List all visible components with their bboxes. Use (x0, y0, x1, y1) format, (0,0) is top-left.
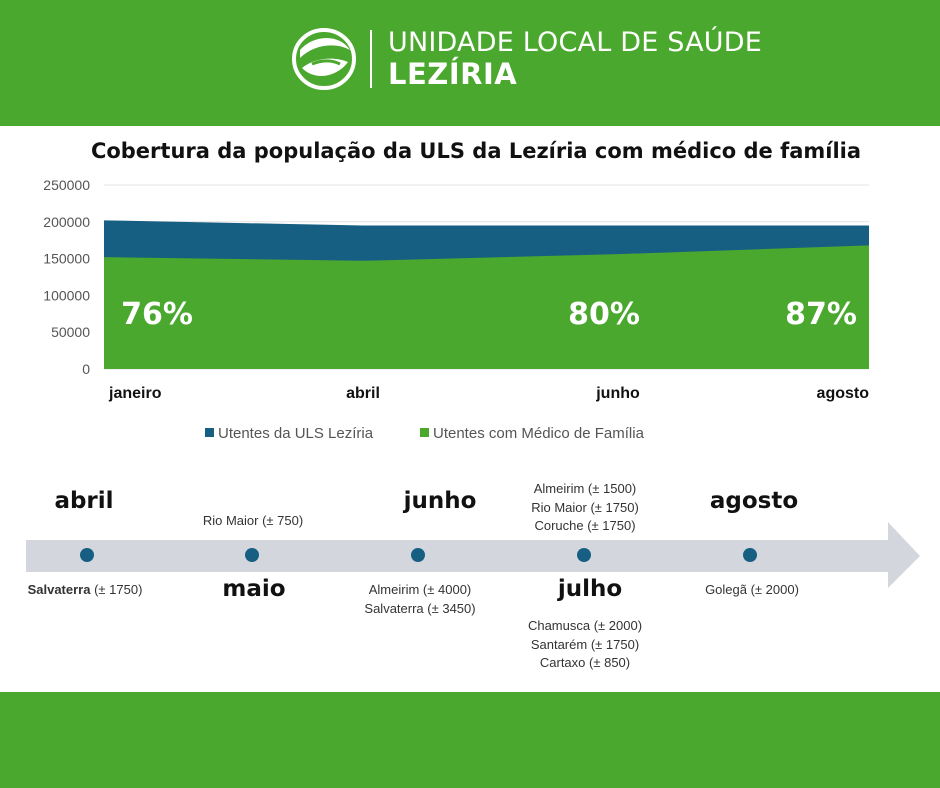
coverage-area-chart: 250000 200000 150000 100000 50000 0 janeiro abr… (43, 177, 870, 402)
legend-swatch-total (205, 428, 214, 437)
timeline-dot (80, 548, 94, 562)
timeline-place: Coruche (534, 518, 584, 533)
legend-item-covered: Utentes com Médico de Família (420, 425, 644, 442)
timeline-arrow (26, 522, 920, 588)
legend-item-total: Utentes da ULS Lezíria (205, 425, 373, 442)
legend-label-covered: Utentes com Médico de Família (433, 425, 644, 442)
timeline-place: Almeirim (533, 481, 585, 496)
timeline-dot (245, 548, 259, 562)
y-tick-label: 250000 (43, 177, 90, 193)
timeline-amount: (± 3450) (423, 600, 476, 616)
y-tick-label: 200000 (43, 214, 90, 230)
timeline-dot (577, 548, 591, 562)
timeline-note: Almeirim (± 4000) Salvaterra (± 3450) (364, 581, 475, 618)
timeline-place: Salvaterra (364, 600, 424, 616)
y-tick-label: 100000 (43, 287, 90, 303)
timeline-amount: (± 750) (258, 513, 304, 528)
chart-title: Cobertura da população da ULS da Lezíria… (90, 139, 862, 163)
y-tick-label: 150000 (43, 251, 90, 267)
coverage-percent-label: 80% (568, 297, 640, 332)
timeline-note-line: Rio Maior (± 1750) (531, 499, 639, 518)
timeline-month-abril: abril (54, 488, 114, 514)
timeline-bar (26, 540, 888, 572)
timeline-note-line: Chamusca (± 2000) (528, 617, 642, 636)
timeline-place: Cartaxo (539, 655, 586, 670)
timeline-place: Rio Maior (202, 513, 259, 528)
timeline-amount: (± 1750) (587, 636, 640, 652)
legend-swatch-covered (420, 428, 429, 437)
timeline-place: Salvaterra (27, 582, 91, 597)
timeline-month-agosto: agosto (709, 488, 799, 514)
timeline-month-junho: junho (403, 488, 477, 514)
timeline-note-line: Coruche (± 1750) (531, 517, 639, 536)
timeline-place: Almeirim (368, 582, 420, 597)
timeline-dot (743, 548, 757, 562)
coverage-percent-label: 87% (785, 297, 857, 332)
timeline-amount: (± 1500) (584, 481, 637, 496)
timeline-note-line: Santarém (± 1750) (528, 636, 642, 655)
timeline-amount: (± 1750) (90, 582, 143, 597)
timeline-note: Golegã (± 2000) (705, 581, 799, 600)
timeline-note: Rio Maior (± 750) (203, 512, 303, 531)
coverage-percent-label: 76% (121, 297, 193, 332)
series-area-covered (104, 245, 869, 369)
timeline-place: Chamusca (527, 618, 591, 633)
timeline-note-line: Salvaterra (± 3450) (364, 600, 475, 619)
timeline-note-line: Almeirim (± 1500) (531, 480, 639, 499)
timeline-note-line: Salvaterra (± 1750) (28, 581, 143, 600)
timeline-note: Chamusca (± 2000) Santarém (± 1750) Cartax… (528, 617, 642, 673)
timeline-note-line: Rio Maior (± 750) (203, 512, 303, 531)
timeline-place: Santarém (530, 636, 588, 652)
x-tick-label: agosto (817, 385, 870, 402)
timeline-note-line: Almeirim (± 4000) (364, 581, 475, 600)
header-band (0, 0, 940, 126)
timeline-note: Almeirim (± 1500) Rio Maior (± 1750) Coruc… (531, 480, 639, 536)
timeline-month-julho: julho (557, 576, 623, 602)
y-tick-label: 50000 (51, 324, 90, 340)
timeline-amount: (± 850) (585, 655, 631, 670)
timeline-note-line: Golegã (± 2000) (705, 581, 799, 600)
logo-divider (370, 30, 372, 88)
timeline-place: Rio Maior (531, 499, 587, 515)
logo-text-line2: LEZÍRIA (388, 57, 518, 91)
uls-logo-icon (292, 28, 356, 90)
x-tick-label: abril (346, 385, 380, 402)
timeline-note-line: Cartaxo (± 850) (528, 654, 642, 673)
timeline-amount: (± 1750) (583, 518, 636, 533)
timeline-month-maio: maio (222, 576, 286, 602)
timeline-amount: (± 2000) (746, 582, 799, 597)
y-tick-label: 0 (82, 361, 90, 377)
legend-label-total: Utentes da ULS Lezíria (218, 425, 374, 442)
footer-band (0, 692, 940, 788)
logo-text-line1: UNIDADE LOCAL DE SAÚDE (388, 27, 762, 58)
timeline-note: Salvaterra (± 1750) (28, 581, 143, 600)
timeline-dot (411, 548, 425, 562)
timeline-amount: (± 2000) (590, 618, 643, 633)
timeline-arrowhead (888, 522, 920, 588)
x-tick-label: janeiro (108, 385, 162, 402)
timeline-place: Golegã (705, 582, 747, 597)
timeline-amount: (± 1750) (586, 499, 639, 515)
timeline-amount: (± 4000) (419, 582, 472, 597)
x-tick-label: junho (595, 385, 640, 402)
